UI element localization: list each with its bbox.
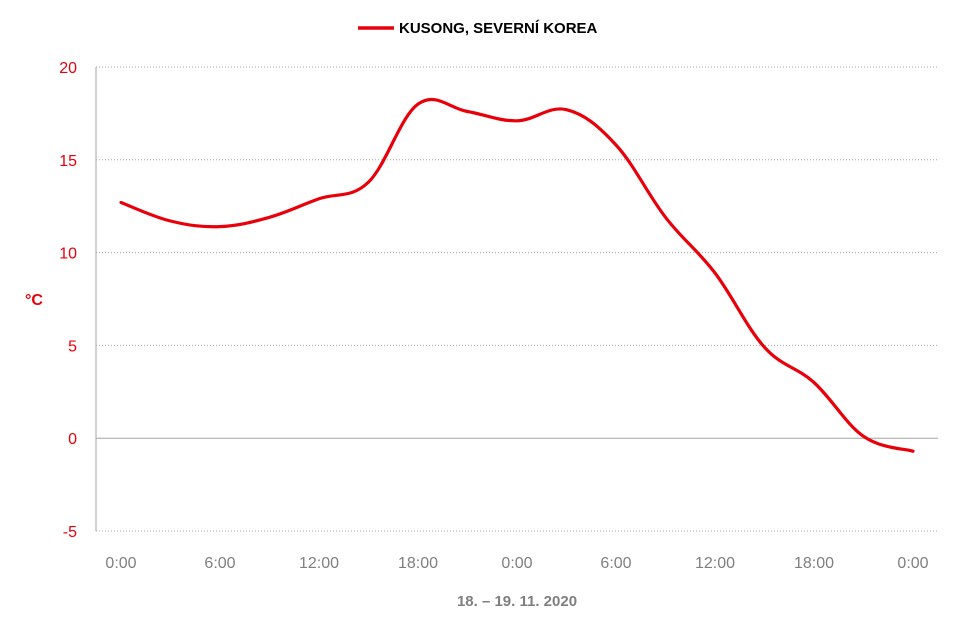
data-point — [268, 215, 272, 219]
y-tick-label: -5 — [63, 524, 77, 541]
data-point — [367, 180, 371, 184]
y-tick-label: 10 — [59, 246, 77, 263]
x-tick-label: 0:00 — [897, 555, 928, 572]
x-axis-label: 18. – 19. 11. 2020 — [457, 593, 577, 610]
y-axis-label: °C — [25, 292, 43, 309]
x-tick-label: 6:00 — [204, 555, 235, 572]
data-point — [466, 110, 470, 114]
gridlines — [95, 66, 938, 532]
series-line-kusong — [119, 97, 915, 453]
data-point — [664, 215, 668, 219]
data-point — [862, 434, 866, 438]
data-point — [763, 345, 767, 349]
y-tick-label: 20 — [59, 60, 77, 77]
data-point — [614, 143, 618, 147]
data-point — [317, 197, 321, 201]
x-tick-label: 18:00 — [398, 555, 438, 572]
x-tick-label: 12:00 — [695, 555, 735, 572]
y-tick-label: 5 — [68, 338, 77, 355]
y-tick-label: 15 — [59, 153, 77, 170]
data-point — [565, 108, 569, 112]
y-tick-label: 0 — [68, 431, 77, 448]
x-tick-label: 12:00 — [299, 555, 339, 572]
data-point — [911, 449, 915, 453]
x-axis-ticks: 0:00 6:00 12:00 18:00 0:00 6:00 12:00 18:00 0:00 — [105, 555, 928, 572]
x-tick-label: 0:00 — [501, 555, 532, 572]
x-tick-label: 6:00 — [600, 555, 631, 572]
legend-label: KUSONG, SEVERNÍ KOREA — [399, 20, 598, 37]
data-point — [812, 381, 816, 385]
data-point — [416, 102, 420, 106]
data-point — [218, 225, 222, 229]
data-point — [713, 271, 717, 275]
data-point — [515, 119, 519, 123]
legend: KUSONG, SEVERNÍ KOREA — [358, 20, 598, 37]
series-layer — [119, 97, 915, 453]
x-tick-label: 0:00 — [105, 555, 136, 572]
y-axis-ticks: 20 15 10 5 0 -5 — [59, 60, 77, 541]
data-point — [119, 200, 123, 204]
x-tick-label: 18:00 — [794, 555, 834, 572]
data-point — [169, 219, 173, 223]
